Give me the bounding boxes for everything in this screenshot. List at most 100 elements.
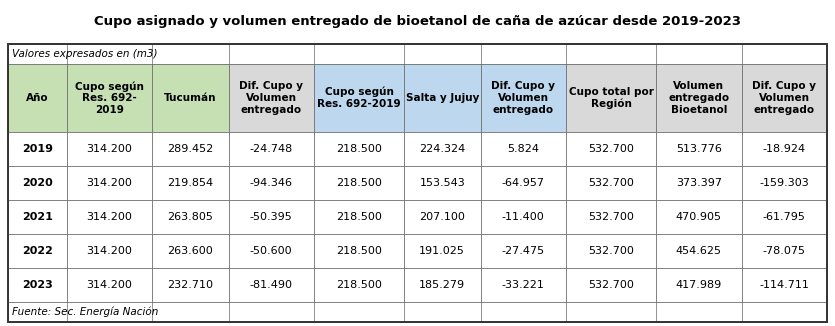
Bar — [314, 166, 404, 200]
Text: -78.075: -78.075 — [762, 246, 806, 256]
Bar — [229, 166, 314, 200]
Bar — [229, 64, 314, 132]
Text: 218.500: 218.500 — [336, 280, 382, 290]
Text: 2020: 2020 — [22, 178, 53, 188]
Text: 532.700: 532.700 — [588, 212, 634, 222]
Bar — [656, 166, 741, 200]
Bar — [656, 268, 741, 302]
Text: 314.200: 314.200 — [86, 280, 132, 290]
Text: 470.905: 470.905 — [676, 212, 721, 222]
Text: 2022: 2022 — [22, 246, 53, 256]
Text: 289.452: 289.452 — [167, 144, 214, 154]
Text: 153.543: 153.543 — [419, 178, 465, 188]
Text: 2019: 2019 — [22, 144, 53, 154]
Bar — [404, 64, 480, 132]
Bar — [229, 268, 314, 302]
Bar — [741, 234, 827, 268]
Bar — [404, 132, 480, 166]
Text: 454.625: 454.625 — [676, 246, 721, 256]
Bar — [741, 200, 827, 234]
Bar — [152, 268, 229, 302]
Text: -11.400: -11.400 — [502, 212, 544, 222]
Text: 373.397: 373.397 — [676, 178, 721, 188]
Text: Salta y Jujuy: Salta y Jujuy — [406, 93, 479, 103]
Bar — [8, 200, 67, 234]
Text: 224.324: 224.324 — [419, 144, 465, 154]
Bar — [480, 166, 566, 200]
Text: 532.700: 532.700 — [588, 178, 634, 188]
Text: 191.025: 191.025 — [419, 246, 465, 256]
Bar — [741, 64, 827, 132]
Text: Dif. Cupo y
Volumen
entregado: Dif. Cupo y Volumen entregado — [240, 82, 303, 115]
Bar — [480, 268, 566, 302]
Bar — [656, 64, 741, 132]
Bar — [741, 166, 827, 200]
Text: -114.711: -114.711 — [759, 280, 809, 290]
Text: Fuente: Sec. Energía Nación: Fuente: Sec. Energía Nación — [12, 307, 159, 317]
Text: Volumen
entregado
Bioetanol: Volumen entregado Bioetanol — [668, 82, 729, 115]
Text: -27.475: -27.475 — [502, 246, 544, 256]
Text: -24.748: -24.748 — [250, 144, 293, 154]
Text: 532.700: 532.700 — [588, 144, 634, 154]
Bar — [152, 132, 229, 166]
Text: 314.200: 314.200 — [86, 246, 132, 256]
Bar — [229, 132, 314, 166]
Text: 185.279: 185.279 — [419, 280, 465, 290]
Text: Cupo asignado y volumen entregado de bioetanol de caña de azúcar desde 2019-2023: Cupo asignado y volumen entregado de bio… — [94, 16, 741, 28]
Text: -50.600: -50.600 — [250, 246, 292, 256]
Text: -81.490: -81.490 — [250, 280, 293, 290]
Text: 2023: 2023 — [22, 280, 53, 290]
Bar — [8, 132, 67, 166]
Text: 219.854: 219.854 — [167, 178, 213, 188]
Text: 263.600: 263.600 — [167, 246, 213, 256]
Bar — [314, 234, 404, 268]
Bar — [314, 268, 404, 302]
Text: 263.805: 263.805 — [167, 212, 213, 222]
Bar — [741, 268, 827, 302]
Bar — [8, 64, 67, 132]
Text: -159.303: -159.303 — [759, 178, 809, 188]
Bar — [656, 234, 741, 268]
Text: 532.700: 532.700 — [588, 246, 634, 256]
Text: 218.500: 218.500 — [336, 178, 382, 188]
Text: 5.824: 5.824 — [507, 144, 539, 154]
Bar — [656, 200, 741, 234]
Text: -61.795: -61.795 — [763, 212, 806, 222]
Bar — [229, 200, 314, 234]
Bar — [314, 64, 404, 132]
Text: 207.100: 207.100 — [419, 212, 465, 222]
Bar — [566, 166, 656, 200]
Bar — [152, 200, 229, 234]
Bar — [404, 268, 480, 302]
Bar — [67, 234, 152, 268]
Text: Cupo total por
Región: Cupo total por Región — [569, 87, 654, 109]
Text: Dif. Cupo y
Volumen
entregado: Dif. Cupo y Volumen entregado — [752, 82, 817, 115]
Bar — [67, 200, 152, 234]
Text: -33.221: -33.221 — [502, 280, 544, 290]
Bar — [152, 64, 229, 132]
Text: 218.500: 218.500 — [336, 212, 382, 222]
Text: -18.924: -18.924 — [762, 144, 806, 154]
Text: Dif. Cupo y
Volumen
entregado: Dif. Cupo y Volumen entregado — [491, 82, 555, 115]
Bar — [8, 302, 827, 322]
Bar — [566, 200, 656, 234]
Bar — [480, 234, 566, 268]
Bar — [314, 200, 404, 234]
Bar — [404, 200, 480, 234]
Bar — [404, 166, 480, 200]
Bar — [566, 132, 656, 166]
Bar — [480, 200, 566, 234]
Text: Tucumán: Tucumán — [164, 93, 216, 103]
Text: 2021: 2021 — [22, 212, 53, 222]
Bar — [480, 132, 566, 166]
Bar — [480, 64, 566, 132]
Text: Cupo según
Res. 692-2019: Cupo según Res. 692-2019 — [317, 87, 401, 109]
Text: 314.200: 314.200 — [86, 178, 132, 188]
Bar — [566, 268, 656, 302]
Bar — [656, 132, 741, 166]
Text: 417.989: 417.989 — [676, 280, 722, 290]
Text: Valores expresados en (m3): Valores expresados en (m3) — [12, 49, 158, 59]
Bar — [152, 234, 229, 268]
Bar — [8, 44, 827, 322]
Bar — [67, 166, 152, 200]
